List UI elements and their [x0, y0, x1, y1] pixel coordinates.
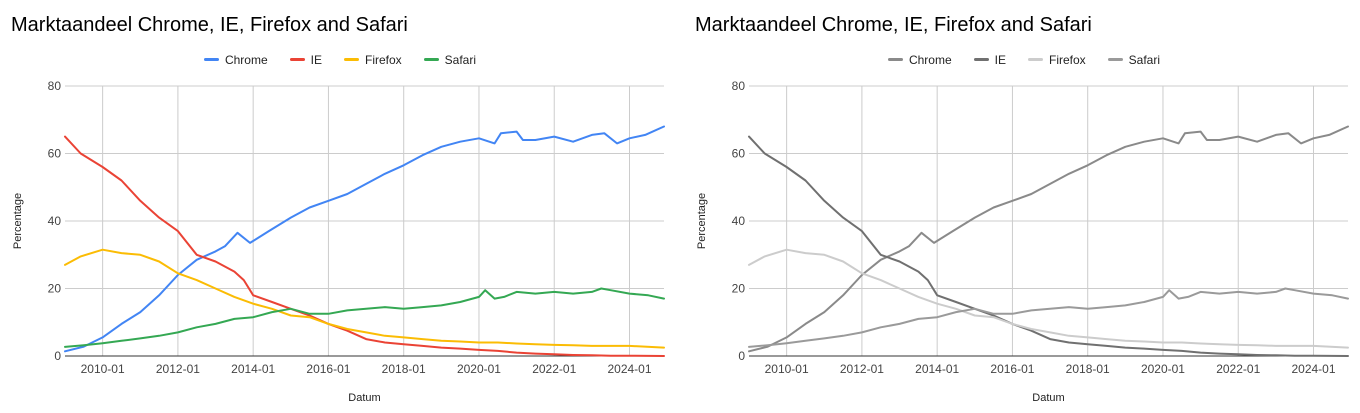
legend-swatch [973, 58, 989, 61]
legend: Chrome IE Firefox Safari [684, 50, 1360, 67]
legend-swatch [1027, 58, 1043, 61]
legend-swatch [887, 58, 903, 61]
x-tick-label: 2012-01 [840, 362, 884, 376]
x-tick-label: 2016-01 [990, 362, 1034, 376]
y-tick-label: 0 [738, 349, 745, 363]
x-tick-label: 2018-01 [1066, 362, 1110, 376]
y-tick-label: 20 [48, 282, 62, 296]
y-tick-label: 60 [48, 147, 62, 161]
legend: Chrome IE Firefox Safari [0, 50, 680, 67]
x-tick-label: 2012-01 [156, 362, 200, 376]
x-tick-label: 2020-01 [1141, 362, 1185, 376]
y-tick-label: 80 [732, 79, 746, 93]
x-tick-label: 2014-01 [915, 362, 959, 376]
legend-item-chrome: Chrome [887, 52, 952, 67]
y-tick-label: 80 [48, 79, 62, 93]
legend-label: Safari [444, 52, 477, 67]
legend-label: Chrome [224, 52, 268, 67]
legend-item-firefox: Firefox [343, 52, 402, 67]
chart-title: Marktaandeel Chrome, IE, Firefox and Saf… [695, 14, 1092, 36]
legend-label: Firefox [364, 52, 402, 67]
legend-swatch [1107, 58, 1123, 61]
legend-item-chrome: Chrome [203, 52, 268, 67]
x-tick-label: 2016-01 [306, 362, 350, 376]
x-tick-label: 2022-01 [532, 362, 576, 376]
legend-swatch [203, 58, 219, 61]
y-tick-label: 40 [732, 214, 746, 228]
y-axis-title: Percentage [12, 193, 24, 249]
x-axis-title: Datum [1032, 392, 1064, 404]
x-tick-label: 2024-01 [607, 362, 651, 376]
y-tick-label: 20 [732, 282, 746, 296]
legend-swatch [343, 58, 359, 61]
y-tick-label: 60 [732, 147, 746, 161]
series-line-ie [748, 135, 1349, 357]
y-axis-title: Percentage [696, 193, 708, 249]
series-line-firefox [64, 248, 665, 349]
legend-item-ie: IE [973, 52, 1006, 67]
series-line-safari [64, 287, 665, 348]
legend-item-safari: Safari [1107, 52, 1161, 67]
x-tick-label: 2014-01 [231, 362, 275, 376]
chart-title: Marktaandeel Chrome, IE, Firefox and Saf… [11, 14, 408, 36]
chart-panel-grayscale: Marktaandeel Chrome, IE, Firefox and Saf… [684, 0, 1360, 413]
legend-item-firefox: Firefox [1027, 52, 1086, 67]
legend-swatch [289, 58, 305, 61]
series-line-ie [64, 135, 665, 357]
x-axis-title: Datum [348, 392, 380, 404]
legend-label: Chrome [908, 52, 952, 67]
legend-label: Safari [1128, 52, 1161, 67]
x-tick-label: 2018-01 [382, 362, 426, 376]
y-tick-label: 40 [48, 214, 62, 228]
y-tick-label: 0 [54, 349, 61, 363]
x-tick-label: 2020-01 [457, 362, 501, 376]
legend-item-ie: IE [289, 52, 322, 67]
chart-plot: 0 20 40 60 80 2010-01 2012-01 2014-01 2016-01 201… [12, 79, 665, 404]
series-line-chrome [748, 125, 1349, 353]
x-tick-label: 2010-01 [81, 362, 125, 376]
legend-swatch [423, 58, 439, 61]
legend-label: IE [994, 52, 1006, 67]
chart-plot: 0 20 40 60 80 2010-01 2012-01 2014-01 2016-01 201… [696, 79, 1349, 404]
series-line-safari [748, 287, 1349, 348]
chart-panel-color: Marktaandeel Chrome, IE, Firefox and Saf… [0, 14, 680, 404]
legend-label: Firefox [1048, 52, 1086, 67]
x-tick-label: 2022-01 [1216, 362, 1260, 376]
legend-label: IE [310, 52, 322, 67]
x-tick-label: 2024-01 [1291, 362, 1335, 376]
series-line-firefox [748, 248, 1349, 349]
series-line-chrome [64, 125, 665, 353]
legend-item-safari: Safari [423, 52, 477, 67]
x-tick-label: 2010-01 [765, 362, 809, 376]
